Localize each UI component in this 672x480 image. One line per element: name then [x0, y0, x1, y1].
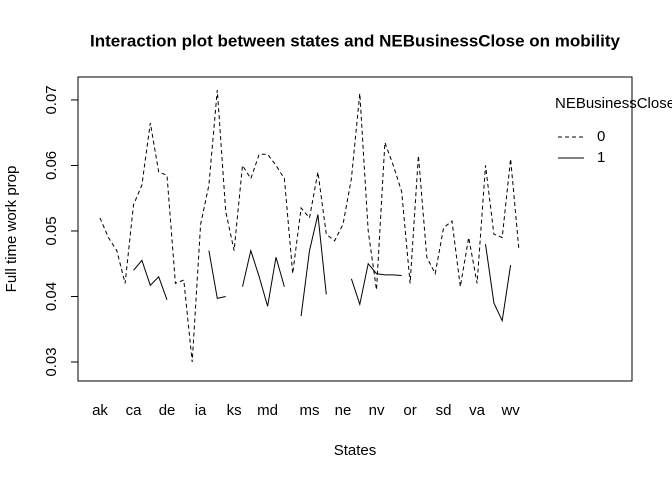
- plot-box: [77, 76, 633, 382]
- legend-label: 0: [597, 128, 605, 145]
- x-tick-label: or: [403, 402, 416, 419]
- y-tick-label: 0.07: [43, 85, 60, 114]
- series-line: [99, 90, 520, 363]
- x-tick-label: md: [257, 402, 278, 419]
- y-tick-label: 0.03: [43, 347, 60, 376]
- x-tick-label: ia: [195, 402, 207, 419]
- x-tick-label: sd: [436, 402, 452, 419]
- x-axis-title: States: [334, 442, 377, 459]
- x-tick-label: de: [159, 402, 176, 419]
- chart-title: Interaction plot between states and NEBu…: [90, 31, 620, 50]
- y-tick-label: 0.06: [43, 151, 60, 180]
- y-axis-title: Full time work prop: [3, 166, 20, 293]
- x-tick-label: ms: [300, 402, 320, 419]
- x-tick-label: ks: [227, 402, 242, 419]
- y-tick-label: 0.05: [43, 216, 60, 245]
- x-tick-label: ca: [126, 402, 143, 419]
- x-tick-label: wv: [500, 402, 520, 419]
- x-tick-label: va: [469, 402, 486, 419]
- y-tick-label: 0.04: [43, 282, 60, 311]
- legend-title: NEBusinessClose: [555, 95, 672, 112]
- x-tick-label: ak: [92, 402, 108, 419]
- x-tick-label: nv: [369, 402, 385, 419]
- legend-label: 1: [597, 149, 605, 166]
- series-line: [133, 214, 512, 323]
- x-tick-label: ne: [335, 402, 352, 419]
